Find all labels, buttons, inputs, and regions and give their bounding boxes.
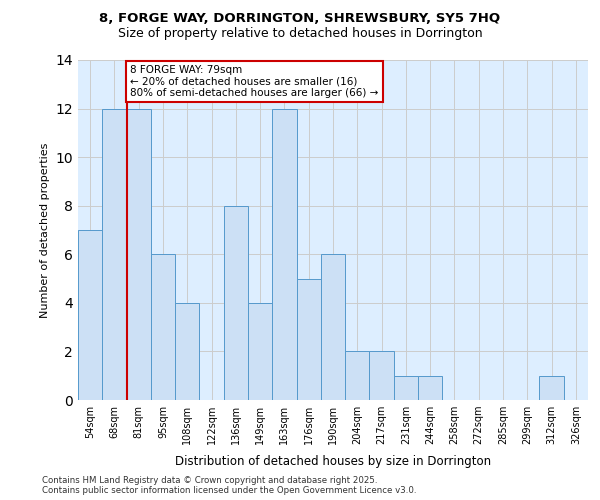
Text: 8 FORGE WAY: 79sqm
← 20% of detached houses are smaller (16)
80% of semi-detache: 8 FORGE WAY: 79sqm ← 20% of detached hou… (130, 65, 379, 98)
Bar (321, 254, 345, 400)
Bar (102, 108, 127, 400)
Y-axis label: Number of detached properties: Number of detached properties (40, 142, 50, 318)
Text: 8, FORGE WAY, DORRINGTON, SHREWSBURY, SY5 7HQ: 8, FORGE WAY, DORRINGTON, SHREWSBURY, SY… (100, 12, 500, 26)
Bar (272, 108, 296, 400)
Bar (224, 206, 248, 400)
Bar (418, 376, 442, 400)
Bar (370, 352, 394, 400)
Bar (345, 352, 370, 400)
Bar (78, 230, 102, 400)
Bar (175, 303, 199, 400)
Bar (296, 278, 321, 400)
Text: Contains HM Land Registry data © Crown copyright and database right 2025.
Contai: Contains HM Land Registry data © Crown c… (42, 476, 416, 495)
Bar (127, 108, 151, 400)
Bar (539, 376, 564, 400)
Bar (394, 376, 418, 400)
Text: Size of property relative to detached houses in Dorrington: Size of property relative to detached ho… (118, 28, 482, 40)
Bar (151, 254, 175, 400)
X-axis label: Distribution of detached houses by size in Dorrington: Distribution of detached houses by size … (175, 456, 491, 468)
Bar (248, 303, 272, 400)
